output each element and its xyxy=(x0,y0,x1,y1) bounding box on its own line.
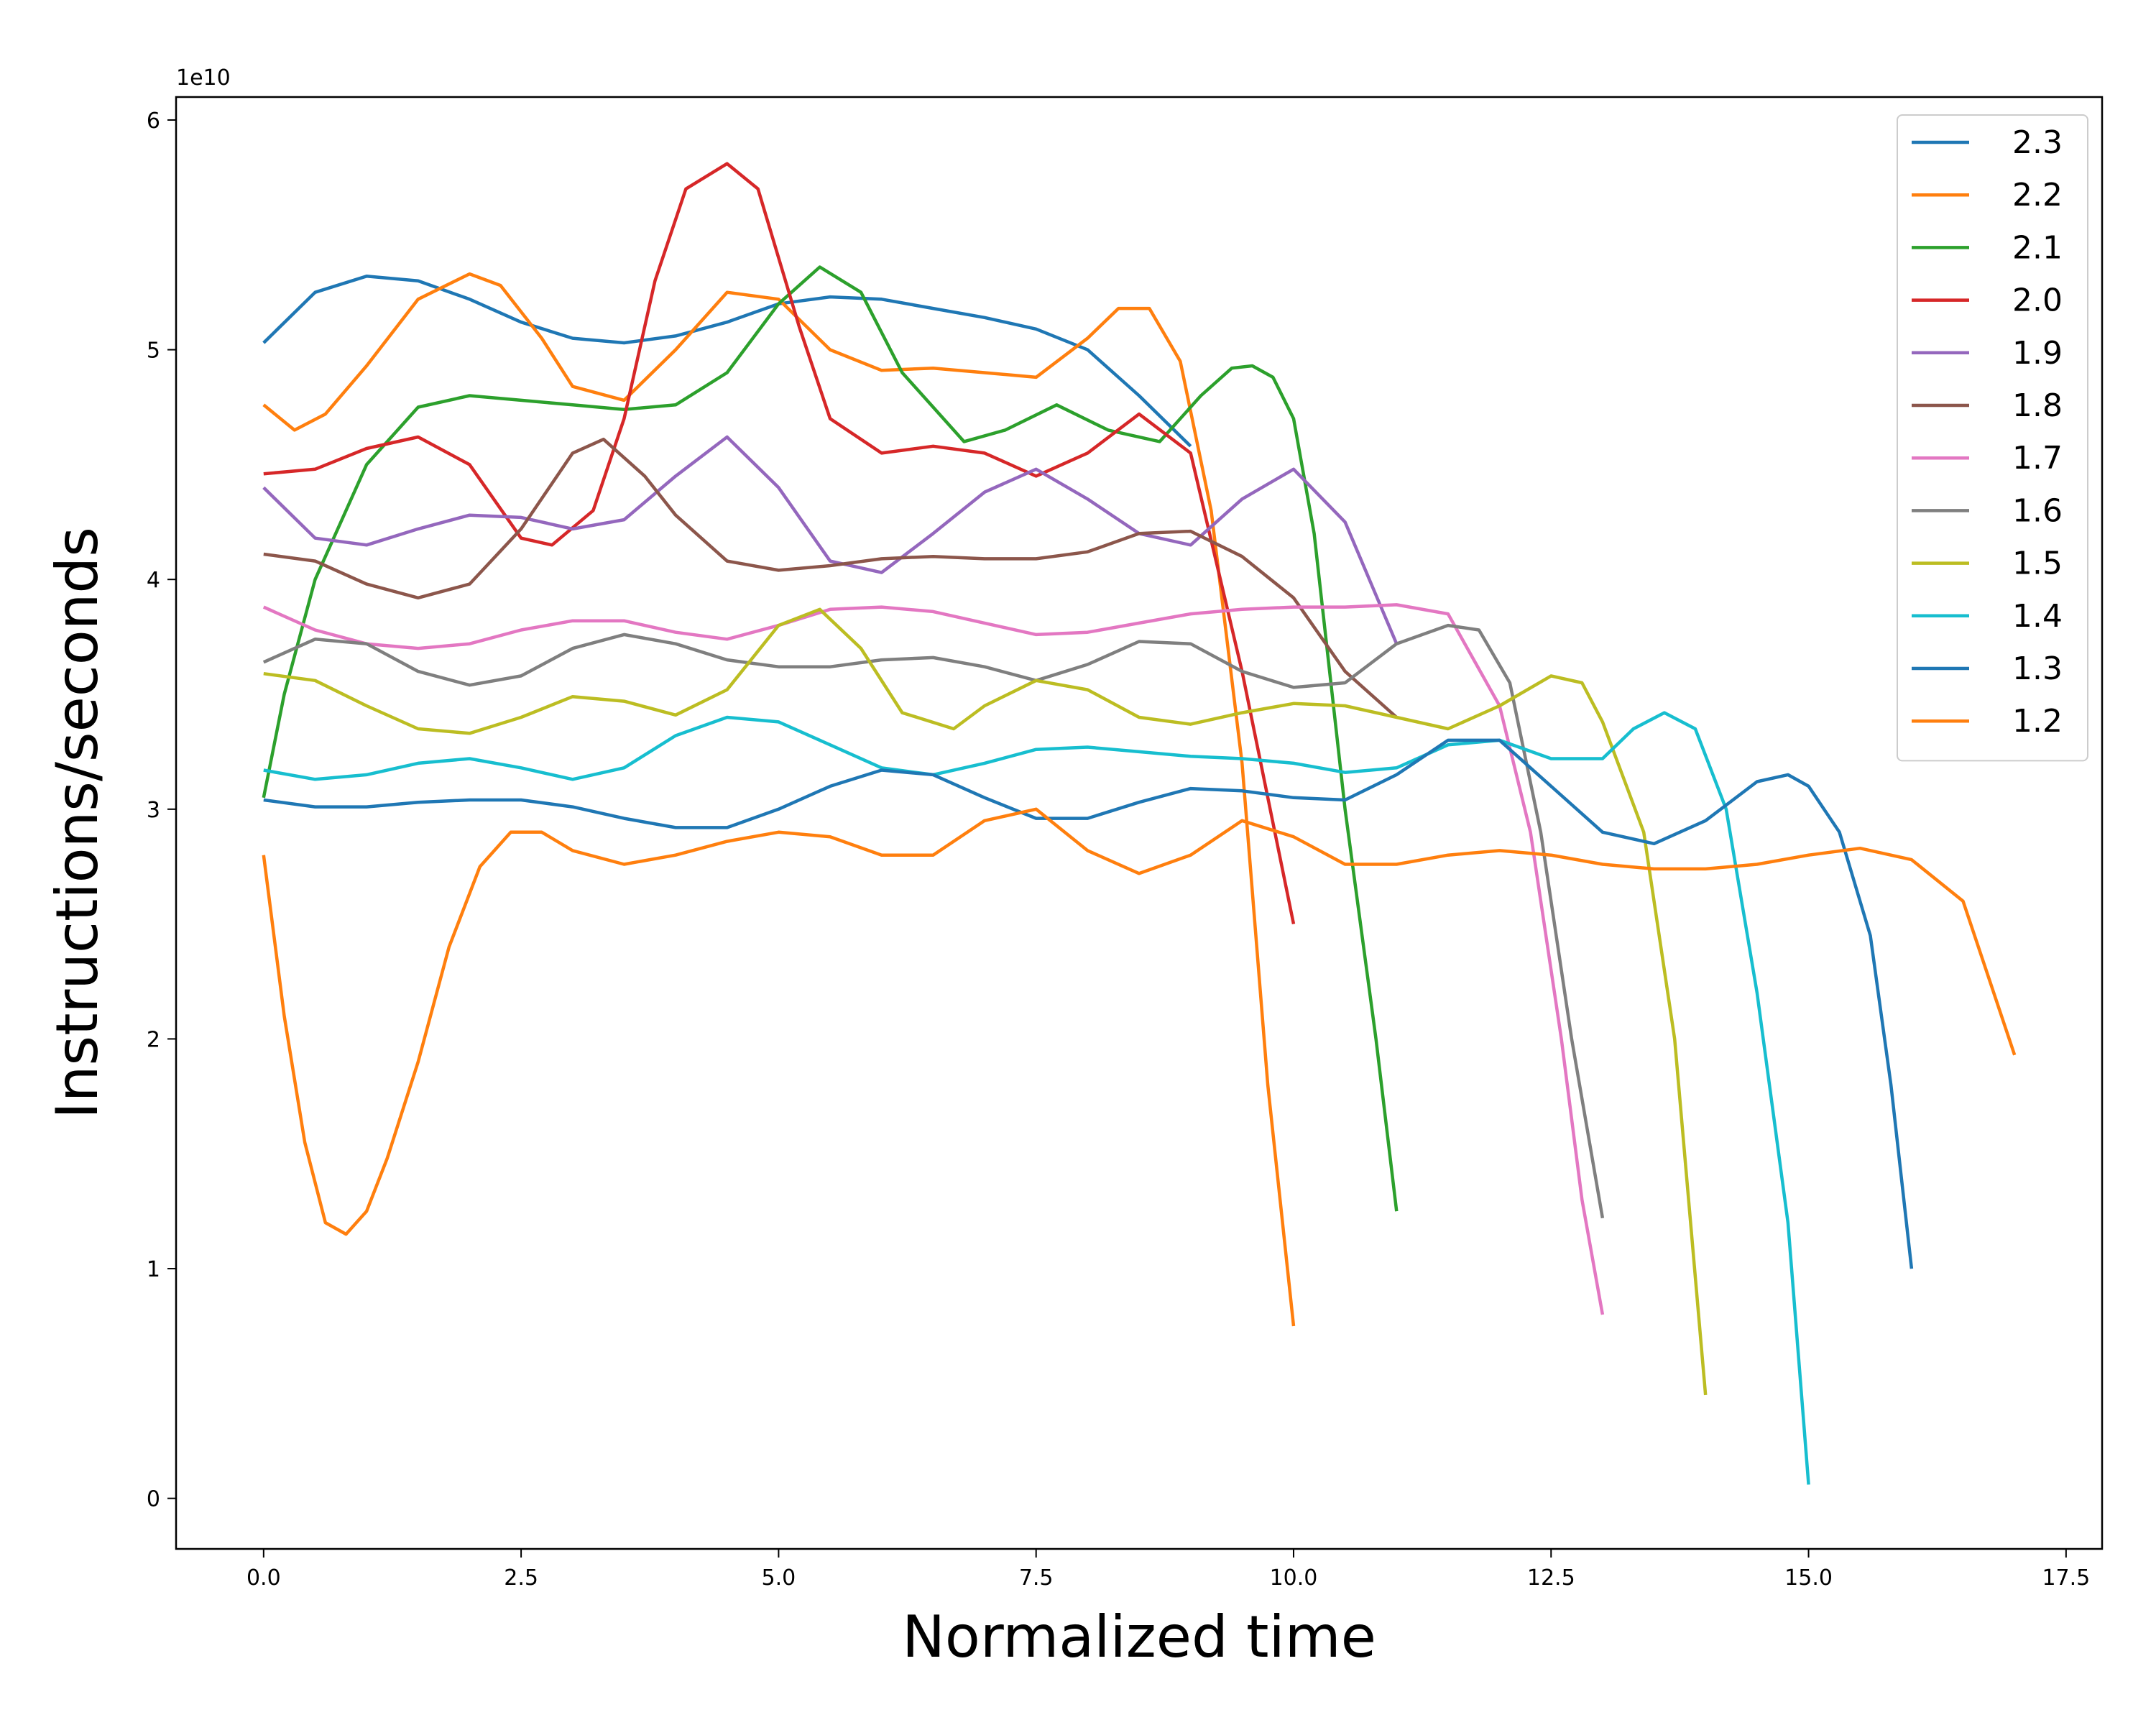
legend-label-2.1: 2.1 xyxy=(2012,229,2063,266)
legend-label-1.7: 1.7 xyxy=(2012,440,2063,477)
legend-label-1.8: 1.8 xyxy=(2012,387,2063,424)
y-tick-label: 5 xyxy=(147,339,160,364)
plot-lines xyxy=(262,162,2017,1485)
x-tick-label: 17.5 xyxy=(2042,1565,2090,1591)
series-line-1.8 xyxy=(263,437,1398,719)
legend-label-1.5: 1.5 xyxy=(2012,546,2063,582)
x-axis-ticks: 0.0 2.5 5.0 7.5 10.0 12.5 15.0 17.5 xyxy=(247,1549,2090,1591)
plot-frame xyxy=(175,96,2104,1550)
legend-box xyxy=(1897,114,2088,762)
series-line-1.5 xyxy=(263,607,1708,1396)
y-axis-label: Instructions/seconds xyxy=(44,527,111,1119)
y-offset-label: 1e10 xyxy=(176,65,231,91)
series-line-2.1 xyxy=(262,265,1399,1212)
legend-label-1.6: 1.6 xyxy=(2012,492,2063,529)
x-axis-label: Normalized time xyxy=(902,1604,1376,1670)
x-tick-label: 2.5 xyxy=(504,1565,538,1591)
y-tick-label: 2 xyxy=(147,1027,160,1052)
x-tick-label: 5.0 xyxy=(762,1565,796,1591)
x-tick-label: 7.5 xyxy=(1019,1565,1054,1591)
series-line-1.9 xyxy=(262,435,1399,645)
legend-label-1.9: 1.9 xyxy=(2012,335,2063,372)
y-tick-label: 1 xyxy=(147,1257,160,1282)
series-line-1.7 xyxy=(262,603,1605,1315)
series-line-1.6 xyxy=(262,623,1605,1219)
y-axis-ticks: 0 1 2 3 4 5 6 xyxy=(147,109,176,1512)
y-tick-label: 3 xyxy=(147,798,160,823)
y-tick-label: 4 xyxy=(147,568,160,593)
legend-label-2.3: 2.3 xyxy=(2012,124,2063,161)
series-line-2.0 xyxy=(263,162,1296,925)
legend-label-2.0: 2.0 xyxy=(2012,282,2063,319)
series-line-1.4 xyxy=(263,711,1810,1485)
series-line-2.3 xyxy=(262,275,1192,448)
y-tick-label: 6 xyxy=(147,109,160,134)
legend: 2.3 2.2 2.1 2.0 1.9 1.8 1.7 1.6 1.5 1.4 1.3 1.2 xyxy=(1897,114,2088,762)
x-tick-label: 12.5 xyxy=(1527,1565,1575,1591)
legend-label-1.2: 1.2 xyxy=(2012,703,2063,740)
series-line-1.3 xyxy=(263,738,1914,1269)
x-tick-label: 15.0 xyxy=(1784,1565,1833,1591)
y-tick-label: 0 xyxy=(147,1487,160,1512)
legend-label-2.2: 2.2 xyxy=(2012,177,2063,213)
x-tick-label: 10.0 xyxy=(1270,1565,1318,1591)
series-line-1.2 xyxy=(262,807,2017,1236)
legend-label-1.4: 1.4 xyxy=(2012,598,2063,635)
series-line-2.2 xyxy=(262,272,1296,1327)
legend-label-1.3: 1.3 xyxy=(2012,650,2063,687)
x-tick-label: 0.0 xyxy=(247,1565,281,1591)
